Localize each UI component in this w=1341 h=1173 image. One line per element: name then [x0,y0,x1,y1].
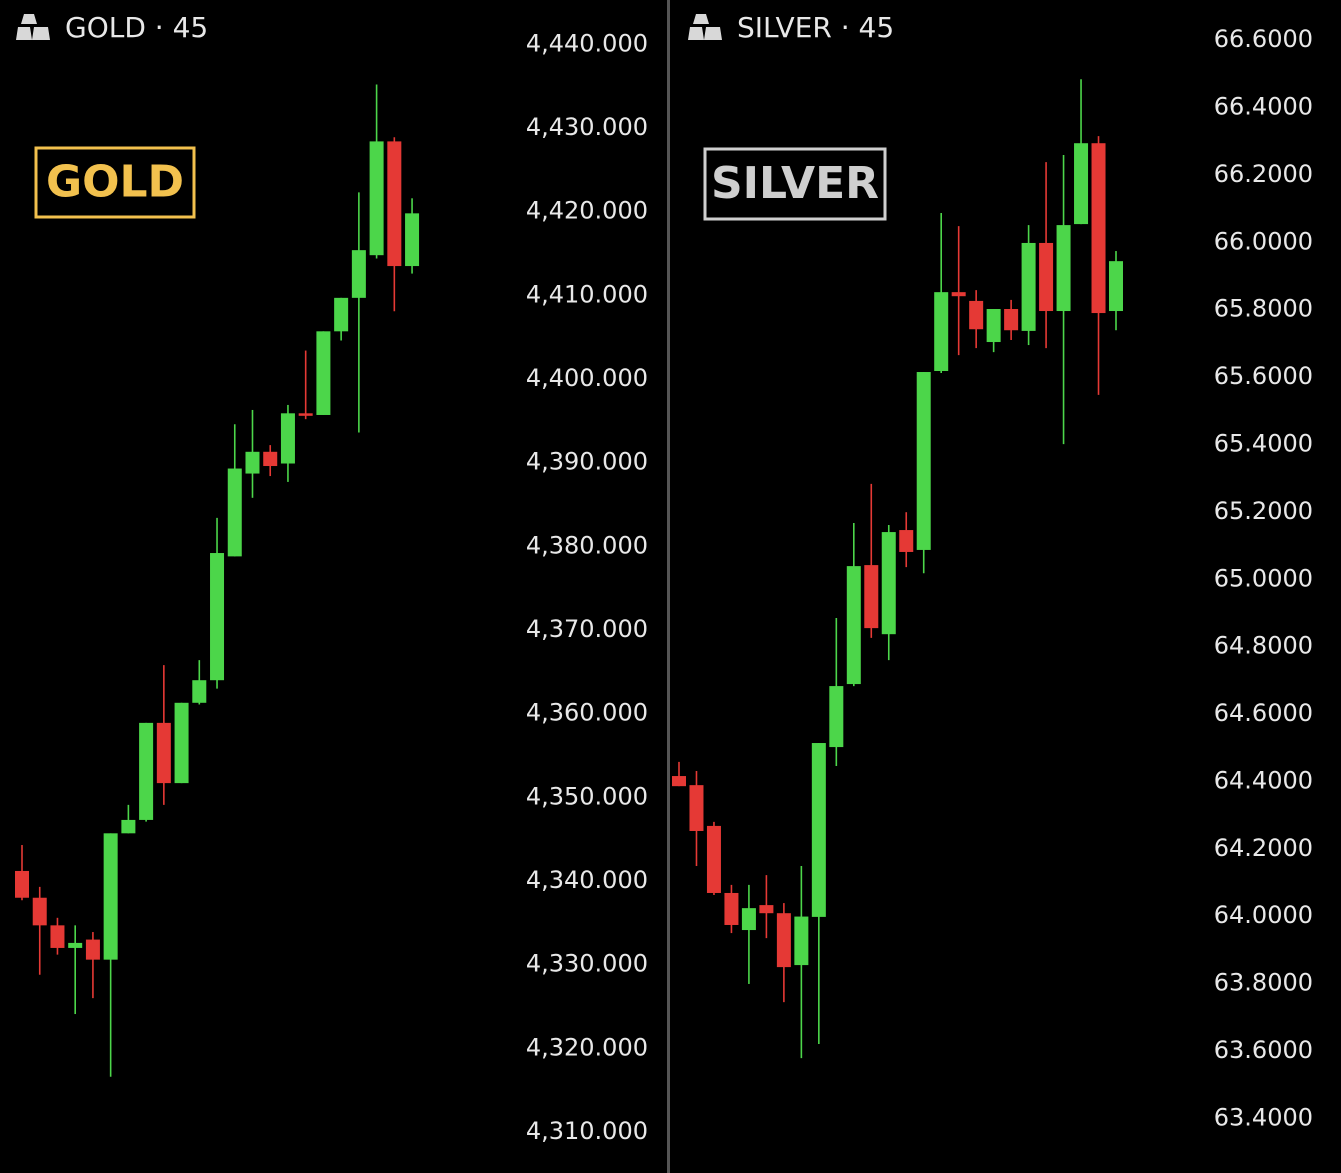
y-tick-label: 65.6000 [1214,362,1313,390]
y-tick-label: 66.0000 [1214,227,1313,255]
candle-body [85,939,100,960]
y-tick-label: 4,340.000 [526,866,648,894]
candle-body [934,292,949,372]
y-tick-label: 63.4000 [1214,1103,1313,1131]
candle-body [192,680,207,703]
candle-body [1091,143,1106,314]
candle-body [672,776,686,787]
candle-body [1039,242,1054,312]
chart-title: GOLD · 45 [65,11,208,44]
y-tick-label: 4,330.000 [526,950,648,978]
y-tick-label: 4,360.000 [526,699,648,727]
y-tick-label: 64.4000 [1214,766,1313,794]
candle-body [986,309,1001,343]
y-tick-label: 65.8000 [1214,295,1313,323]
candle-body [706,825,721,893]
candle-body [50,925,65,948]
candle-body [1109,261,1123,312]
y-tick-label: 4,370.000 [526,615,648,643]
candle-body [811,743,826,917]
y-tick-label: 66.2000 [1214,160,1313,188]
annotation-box [703,147,887,221]
candle-body [387,141,402,267]
annotation-box [34,146,196,219]
y-tick-label: 64.6000 [1214,699,1313,727]
candle-body [1004,309,1019,331]
candle-body [864,565,879,629]
candle-body [174,702,189,784]
candle-body [156,722,171,784]
candle-body [316,331,331,415]
candle-body [689,785,704,831]
y-tick-label: 4,310.000 [526,1117,648,1145]
silver-icon [688,14,722,40]
y-tick-label: 4,410.000 [526,280,648,308]
y-tick-label: 4,380.000 [526,531,648,559]
y-tick-label: 66.6000 [1214,25,1313,53]
candle-body [916,372,931,550]
candle-body [334,297,349,332]
candle-body [210,553,225,681]
candle-body [103,833,118,960]
candle-body [15,870,29,898]
y-tick-label: 66.4000 [1214,92,1313,120]
candle-body [405,213,420,267]
candle-body [846,566,861,685]
annotation-label: GOLD [46,157,184,208]
candle-body [759,905,774,914]
y-tick-label: 63.6000 [1214,1036,1313,1064]
y-tick-label: 4,390.000 [526,448,648,476]
candle-body [899,530,914,552]
candle-body [68,942,83,948]
candle-body [369,141,384,256]
y-tick-label: 4,320.000 [526,1033,648,1061]
y-tick-label: 4,430.000 [526,113,648,141]
candle-body [1074,143,1089,225]
candle-body [776,913,791,968]
candle-body [121,819,136,834]
y-tick-label: 64.0000 [1214,901,1313,929]
candle-body [969,300,984,330]
y-tick-label: 64.8000 [1214,632,1313,660]
y-tick-label: 64.2000 [1214,834,1313,862]
candle-body [139,722,154,820]
candle-body [1056,225,1071,312]
y-tick-label: 65.0000 [1214,564,1313,592]
y-tick-label: 4,440.000 [526,29,648,57]
chart-title: SILVER · 45 [737,11,894,44]
candle-body [794,916,809,966]
y-tick-label: 4,350.000 [526,782,648,810]
gold-icon [16,14,50,40]
candle-body [881,532,896,635]
candle-body [298,413,313,416]
candle-body [724,892,739,925]
candle-body [32,897,47,926]
candle-body [951,292,966,297]
y-tick-label: 4,400.000 [526,364,648,392]
annotation-label: SILVER [711,158,879,209]
y-tick-label: 4,420.000 [526,197,648,225]
candle-body [245,451,260,474]
candle-body [1021,242,1036,331]
candle-body [227,468,242,557]
candle-body [263,451,278,467]
candle-body [351,250,366,298]
candle-body [829,686,844,748]
y-tick-label: 63.8000 [1214,969,1313,997]
candle-body [280,413,295,464]
y-tick-label: 65.2000 [1214,497,1313,525]
y-tick-label: 65.4000 [1214,429,1313,457]
candle-body [741,908,756,931]
